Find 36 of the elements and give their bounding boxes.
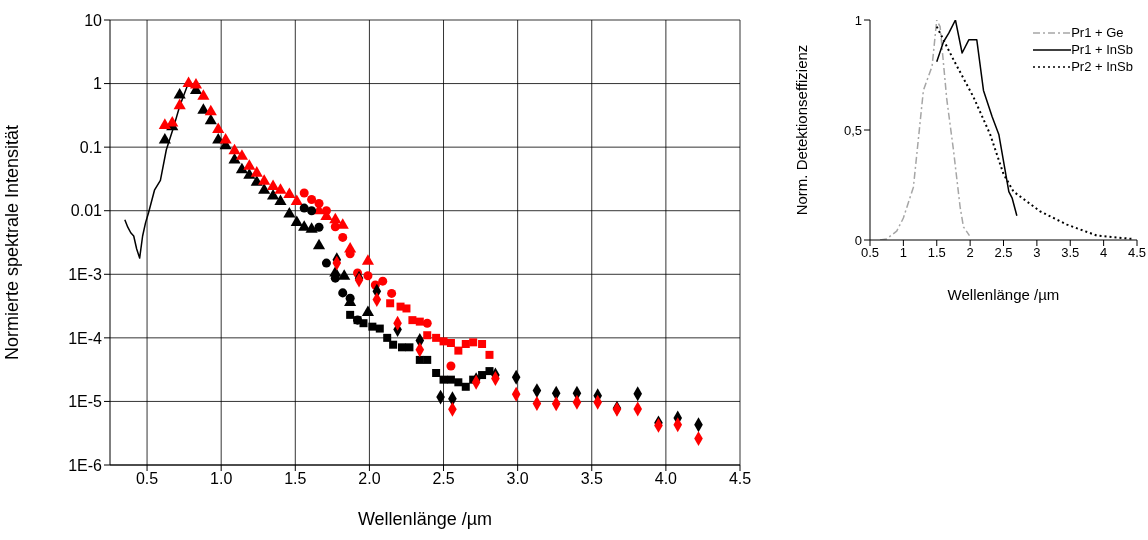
legend-label: Pr1 + InSb (1071, 41, 1133, 58)
y-tick-label: 0,5 (843, 122, 862, 138)
y-tick-label: 0 (854, 232, 862, 248)
y-axis-title: Norm. Detektionseffizienz (793, 44, 811, 216)
x-axis-title: Wellenlänge /µm (357, 509, 493, 529)
y-tick-label: 0.1 (79, 138, 103, 156)
x-tick-label: 1.0 (210, 470, 233, 488)
y-tick-label: 1E-3 (68, 265, 103, 283)
x-tick-label: 2.5 (432, 470, 455, 488)
x-tick-label: 1.5 (927, 245, 946, 261)
x-axis-title: Wellenlänge /µm (947, 286, 1060, 303)
y-axis-title: Normierte spektrale Intensität (2, 124, 23, 361)
y-tick-label: 1 (854, 12, 862, 28)
x-tick-label: 0.5 (135, 470, 159, 488)
x-tick-label: 0.5 (860, 245, 880, 261)
x-tick-label: 2.5 (994, 245, 1013, 261)
legend-label: Pr1 + Ge (1071, 24, 1124, 41)
x-tick-label: 1.5 (284, 470, 307, 488)
x-tick-label: 4.0 (654, 470, 678, 488)
y-tick-label: 1E-4 (68, 329, 103, 347)
x-tick-label: 3.5 (580, 470, 603, 488)
y-tick-label: 1E-5 (68, 393, 103, 411)
x-tick-label: 4.5 (728, 470, 752, 488)
y-tick-label: 1 (93, 75, 103, 93)
y-tick-label: 0.01 (70, 202, 103, 220)
y-tick-label: 10 (84, 11, 103, 29)
x-tick-label: 2.0 (358, 470, 381, 488)
x-tick-label: 4 (1100, 245, 1108, 261)
x-tick-label: 4.5 (1127, 245, 1147, 261)
x-tick-label: 1 (899, 245, 907, 261)
y-tick-label: 1E-6 (68, 456, 103, 474)
x-tick-label: 3.5 (1061, 245, 1080, 261)
x-tick-label: 2 (966, 245, 974, 261)
legend-label: Pr2 + InSb (1071, 58, 1133, 75)
x-tick-label: 3 (1033, 245, 1041, 261)
x-tick-label: 3.0 (506, 470, 529, 488)
